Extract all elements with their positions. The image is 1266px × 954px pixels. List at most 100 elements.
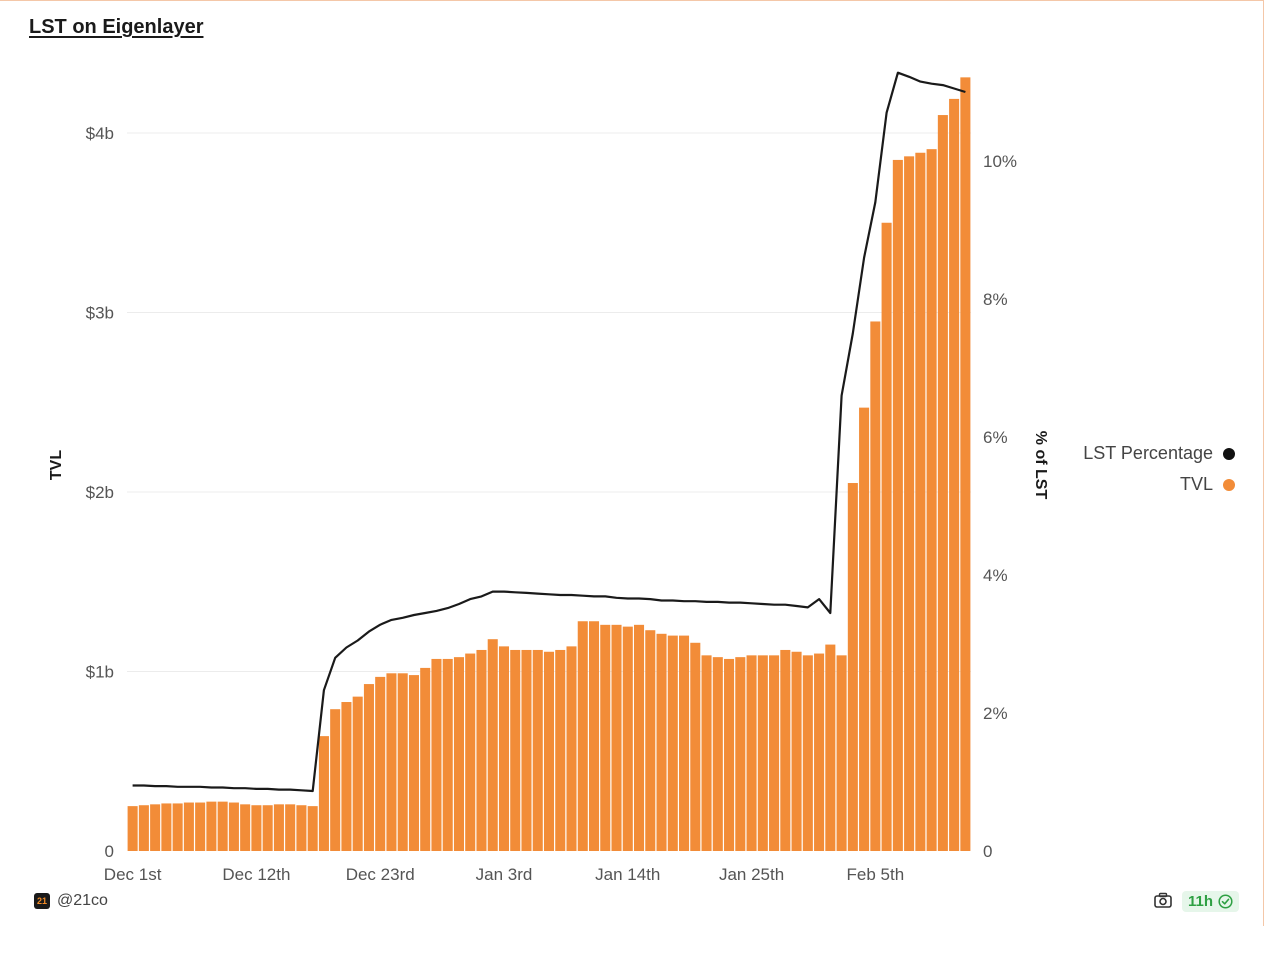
tvl-bar bbox=[937, 115, 948, 852]
tvl-bar bbox=[476, 649, 487, 851]
x-tick-label: Jan 14th bbox=[595, 865, 660, 884]
tvl-bar bbox=[701, 655, 712, 851]
tvl-bar bbox=[634, 624, 645, 851]
tvl-bar bbox=[352, 696, 363, 851]
tvl-bar bbox=[363, 684, 374, 851]
tvl-bar bbox=[735, 657, 746, 851]
check-circle-icon bbox=[1218, 893, 1233, 909]
tvl-bar bbox=[712, 657, 723, 851]
y-left-tick-label: $2b bbox=[86, 483, 114, 502]
tvl-bar bbox=[802, 655, 813, 851]
y-left-tick-label: 0 bbox=[105, 842, 114, 861]
y-left-tick-label: $3b bbox=[86, 304, 114, 323]
y-right-axis-title: % of LST bbox=[1032, 431, 1049, 500]
tvl-bar bbox=[431, 658, 442, 851]
y-right-tick-label: 4% bbox=[983, 566, 1008, 585]
tvl-bar bbox=[521, 649, 532, 851]
tvl-bar bbox=[217, 801, 228, 851]
tvl-bars bbox=[127, 77, 971, 852]
tvl-bar bbox=[656, 633, 667, 851]
tvl-bar bbox=[667, 635, 678, 851]
tvl-bar bbox=[611, 624, 622, 851]
refresh-badge[interactable]: 11h bbox=[1182, 890, 1240, 912]
tvl-bar bbox=[780, 649, 791, 851]
tvl-bar bbox=[915, 152, 926, 851]
tvl-bar bbox=[183, 802, 194, 851]
tvl-bar bbox=[769, 655, 780, 851]
lst-percentage-path bbox=[132, 71, 966, 793]
tvl-bar bbox=[600, 624, 611, 851]
tvl-bar bbox=[690, 642, 701, 851]
tvl-bar bbox=[487, 639, 498, 851]
tvl-bar bbox=[949, 98, 960, 851]
tvl-bar bbox=[420, 667, 431, 851]
x-tick-label: Dec 12th bbox=[222, 865, 290, 884]
tvl-bar bbox=[881, 222, 892, 851]
tvl-bar bbox=[453, 657, 464, 851]
brand-handle: @21co bbox=[57, 892, 108, 909]
tvl-bar bbox=[791, 651, 802, 851]
tvl-bar bbox=[240, 804, 251, 851]
tvl-bar bbox=[397, 673, 408, 851]
tvl-bar bbox=[296, 805, 307, 851]
tvl-bar bbox=[375, 676, 386, 851]
brand-attribution[interactable]: 21 @21co bbox=[34, 892, 108, 910]
tvl-bar bbox=[318, 736, 329, 851]
chart-title[interactable]: LST on Eigenlayer bbox=[29, 16, 204, 38]
gridlines bbox=[127, 132, 971, 672]
tvl-bar bbox=[161, 803, 172, 851]
axes: 0 $1b $2b $3b $4b 0 2% 4% 6% 8% 10% Dec 1st Dec 12th… bbox=[86, 124, 1017, 884]
tvl-bar bbox=[172, 803, 183, 851]
tvl-bar bbox=[386, 673, 397, 851]
y-right-tick-label: 8% bbox=[983, 290, 1008, 309]
tvl-bar bbox=[814, 653, 825, 851]
tvl-bar bbox=[904, 156, 915, 851]
legend-label: LST Percentage bbox=[1083, 443, 1213, 463]
y-left-tick-label: $1b bbox=[86, 663, 114, 682]
tvl-bar bbox=[555, 649, 566, 851]
legend-dot-black bbox=[1223, 447, 1235, 460]
tvl-bar bbox=[836, 655, 847, 851]
tvl-bar bbox=[127, 806, 138, 851]
chart-card bbox=[0, 0, 1264, 926]
tvl-bar bbox=[251, 805, 262, 851]
tvl-bar bbox=[892, 159, 903, 852]
tvl-bar bbox=[510, 649, 521, 851]
tvl-bar bbox=[926, 149, 937, 851]
refresh-age: 11h bbox=[1188, 892, 1214, 910]
tvl-bar bbox=[408, 675, 419, 851]
legend-item-lst-percentage[interactable]: LST Percentage bbox=[1060, 438, 1235, 469]
tvl-bar bbox=[341, 702, 352, 851]
tvl-bar bbox=[307, 806, 318, 851]
y-right-tick-label: 10% bbox=[983, 152, 1017, 171]
tvl-bar bbox=[645, 630, 656, 851]
camera-icon[interactable] bbox=[1152, 890, 1174, 912]
tvl-bar bbox=[138, 805, 149, 851]
legend-item-tvl[interactable]: TVL bbox=[1060, 469, 1235, 500]
tvl-bar bbox=[273, 804, 284, 851]
tvl-bar bbox=[262, 805, 273, 851]
y-left-tick-label: $4b bbox=[86, 124, 114, 143]
y-right-tick-label: 2% bbox=[983, 704, 1008, 723]
tvl-bar bbox=[825, 644, 836, 851]
legend-label: TVL bbox=[1179, 474, 1213, 494]
y-left-axis-title: TVL bbox=[48, 450, 65, 480]
tvl-bar bbox=[757, 655, 768, 851]
lst-percentage-line bbox=[132, 71, 966, 793]
tvl-bar bbox=[532, 649, 543, 851]
tvl-bar bbox=[679, 635, 690, 851]
tvl-bar bbox=[566, 646, 577, 851]
tvl-bar bbox=[870, 321, 881, 852]
tvl-bar bbox=[150, 804, 161, 851]
tvl-bar bbox=[228, 802, 239, 851]
x-tick-label: Jan 3rd bbox=[476, 865, 533, 884]
y-right-tick-label: 6% bbox=[983, 428, 1008, 447]
tvl-bar bbox=[724, 658, 735, 851]
tvl-bar bbox=[285, 804, 296, 851]
brand-logo-icon: 21 bbox=[34, 893, 50, 909]
tvl-bar bbox=[859, 407, 870, 851]
tvl-bar bbox=[498, 646, 510, 851]
tvl-bar bbox=[960, 77, 971, 852]
footer-actions: 11h bbox=[1152, 890, 1240, 912]
